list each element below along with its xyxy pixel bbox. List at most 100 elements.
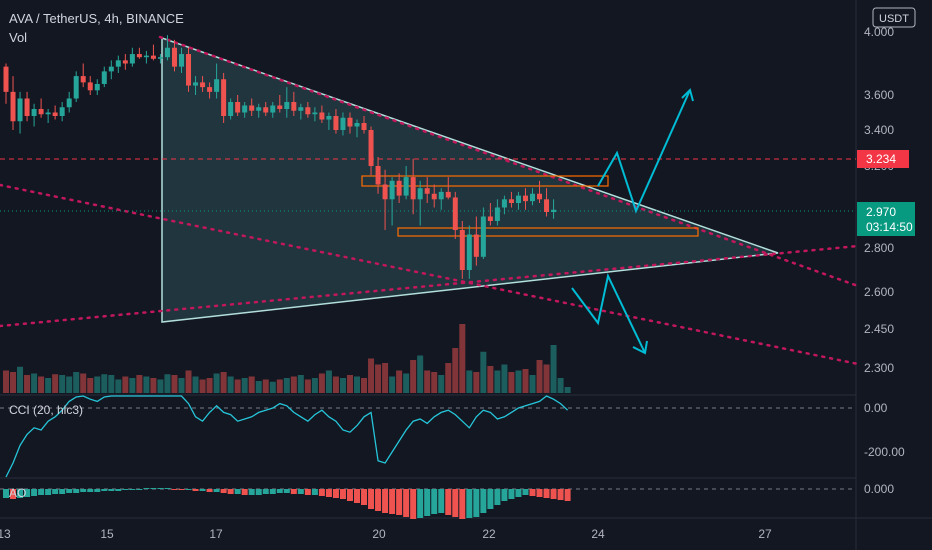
volume-bar — [122, 376, 129, 393]
volume-bars — [3, 324, 571, 393]
candle-body — [354, 123, 360, 127]
lower-range-box[interactable] — [397, 227, 699, 237]
cci-axis[interactable]: 0.00 -200.00 — [864, 401, 905, 459]
ao-bar — [66, 489, 73, 493]
volume-bar — [297, 375, 304, 393]
ao-axis[interactable]: 0.000 — [864, 482, 894, 496]
volume-bar — [213, 373, 220, 393]
volume-bar — [87, 378, 94, 393]
ao-bar — [557, 489, 564, 500]
volume-bar — [389, 376, 396, 393]
volume-bar — [459, 324, 466, 393]
volume-bar — [501, 364, 508, 393]
volume-bar — [368, 358, 375, 393]
volume-bar — [396, 370, 403, 393]
descending-trendline[interactable] — [158, 35, 860, 288]
ao-bar — [536, 489, 543, 497]
candle-body — [480, 216, 486, 257]
currency-button-label: USDT — [879, 13, 909, 25]
ao-bar — [332, 489, 339, 498]
ao-bar — [101, 489, 108, 491]
candle-body — [242, 105, 248, 113]
candle-body — [361, 123, 367, 130]
volume-bar — [361, 378, 368, 393]
ao-bar — [361, 489, 368, 505]
volume-bar — [417, 355, 424, 393]
cci-line — [5, 395, 569, 478]
volume-bar — [101, 374, 108, 393]
symmetrical-triangle-drawing[interactable] — [161, 36, 779, 323]
candle-body — [277, 105, 283, 109]
candle-body — [108, 66, 114, 72]
ao-bar — [248, 489, 255, 495]
candle-body — [487, 216, 493, 221]
upper-range-box[interactable] — [361, 175, 609, 187]
ao-bar — [213, 489, 220, 492]
volume-bar — [543, 364, 550, 393]
ao-bar — [17, 489, 24, 498]
volume-bar — [354, 376, 360, 393]
ao-bar — [389, 489, 396, 514]
candle-body — [193, 82, 199, 86]
volume-bar — [424, 370, 431, 393]
volume-bar — [164, 374, 171, 393]
price-tick-label: 2.300 — [864, 361, 894, 375]
ao-bar — [452, 489, 459, 517]
ao-bar — [339, 489, 346, 499]
bullish-projection-arrow[interactable] — [597, 89, 691, 214]
ao-bar — [269, 489, 276, 494]
candle-body — [438, 191, 444, 200]
volume-bar — [438, 375, 445, 393]
volume-bar — [452, 348, 459, 393]
candle-body — [389, 180, 395, 200]
ao-bar — [129, 489, 136, 490]
ao-bar — [403, 489, 410, 517]
ao-tick-label: 0.000 — [864, 482, 894, 496]
price-tick-label: 3.600 — [864, 88, 894, 102]
volume-bar — [269, 381, 276, 393]
candle-body — [164, 47, 170, 58]
volume-bar — [192, 376, 199, 393]
volume-bar — [290, 376, 297, 393]
candle-body — [340, 117, 346, 130]
ao-bar — [234, 489, 241, 494]
bearish-projection-arrow[interactable] — [571, 272, 646, 354]
currency-button[interactable] — [872, 7, 916, 28]
candle-body — [459, 230, 465, 270]
candle-body — [530, 193, 535, 202]
ao-bar — [410, 489, 417, 519]
ao-pane[interactable] — [0, 488, 856, 519]
ao-bar — [255, 489, 262, 495]
volume-bar — [3, 370, 9, 393]
lower-descending-trendline[interactable] — [0, 183, 860, 366]
volume-bar — [311, 378, 318, 393]
candle-body — [284, 102, 290, 109]
ao-bar — [115, 489, 122, 491]
ascending-trendline[interactable] — [0, 244, 860, 328]
candle-body — [396, 180, 402, 196]
ao-bar — [382, 489, 389, 513]
candle-body — [305, 107, 311, 115]
ao-bar — [73, 489, 80, 493]
candle-body — [10, 91, 16, 122]
volume-bar — [262, 379, 269, 393]
volume-bar — [445, 363, 452, 393]
ao-bar — [459, 489, 466, 519]
volume-bar — [150, 378, 157, 393]
candle-body — [94, 83, 100, 91]
time-tick-label: 24 — [591, 527, 605, 541]
volume-bar — [522, 369, 529, 393]
cci-pane[interactable] — [0, 395, 856, 478]
candle-body — [235, 102, 241, 113]
candle-body — [537, 193, 543, 200]
candle-body — [417, 188, 423, 200]
volume-bar — [564, 387, 571, 393]
volume-bar — [375, 364, 382, 393]
ao-bar — [108, 489, 115, 491]
volume-bar — [38, 376, 45, 393]
candle-body — [179, 54, 184, 67]
time-axis[interactable]: 13 15 17 20 22 24 27 — [0, 527, 772, 541]
